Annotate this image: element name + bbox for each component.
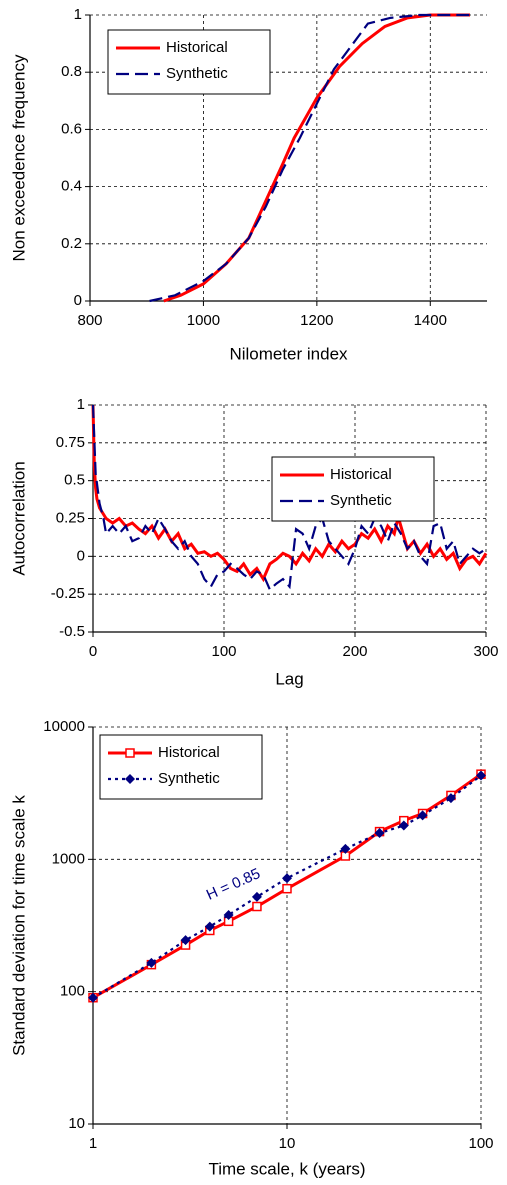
marker — [88, 992, 98, 1003]
x-tick-label: 200 — [342, 643, 367, 660]
marker — [125, 748, 135, 758]
marker — [125, 774, 135, 784]
y-tick-label: -0.5 — [59, 623, 85, 640]
y-axis-label: Non exceedence frequency — [9, 54, 28, 261]
marker — [223, 909, 234, 920]
marker — [204, 921, 215, 932]
y-tick-label: 100 — [60, 983, 85, 1000]
y-tick-label: 1 — [74, 6, 82, 23]
legend-label: Synthetic — [158, 770, 220, 787]
series-line — [149, 13, 470, 303]
x-axis-label: Time scale, k (years) — [208, 1159, 365, 1178]
x-tick-label: 300 — [473, 643, 498, 660]
marker — [476, 770, 486, 781]
x-tick-label: 1400 — [414, 312, 447, 329]
y-tick-label: 0.2 — [61, 235, 82, 252]
y-tick-label: 0 — [77, 547, 85, 564]
x-tick-label: 1000 — [187, 312, 220, 329]
y-tick-label: 0.5 — [64, 472, 85, 489]
y-tick-label: 0.25 — [56, 509, 85, 526]
legend — [99, 734, 263, 800]
x-axis-label: Nilometer index — [229, 344, 348, 363]
series-line — [163, 13, 470, 303]
x-tick-label: 100 — [468, 1135, 493, 1152]
y-tick-label: 10000 — [43, 718, 85, 735]
marker — [252, 901, 262, 912]
y-tick-label: 10 — [68, 1115, 85, 1132]
x-tick-label: 800 — [77, 312, 102, 329]
y-tick-label: 0.4 — [61, 178, 82, 195]
marker — [398, 820, 409, 831]
marker — [146, 957, 157, 968]
marker — [180, 935, 191, 946]
marker — [340, 843, 351, 854]
marker — [282, 883, 292, 894]
x-tick-label: 10 — [279, 1135, 296, 1152]
marker — [374, 828, 385, 839]
legend-label: Synthetic — [330, 492, 392, 509]
x-tick-label: 100 — [211, 643, 236, 660]
y-tick-label: 1000 — [52, 850, 85, 867]
legend — [107, 29, 271, 95]
x-tick-label: 1200 — [300, 312, 333, 329]
legend-label: Synthetic — [166, 65, 228, 82]
y-tick-label: -0.25 — [51, 585, 85, 602]
y-tick-label: 0.6 — [61, 120, 82, 137]
marker — [445, 793, 456, 804]
x-tick-label: 1 — [89, 1135, 97, 1152]
marker — [282, 873, 292, 884]
marker — [417, 810, 428, 821]
y-tick-label: 1 — [77, 396, 85, 413]
marker — [251, 891, 262, 902]
y-axis-label: Standard deviation for time scale k — [9, 795, 28, 1056]
legend-label: Historical — [158, 744, 220, 761]
y-tick-label: 0.75 — [56, 434, 85, 451]
legend-label: Historical — [330, 466, 392, 483]
legend-label: Historical — [166, 39, 228, 56]
y-tick-label: 0 — [74, 292, 82, 309]
x-tick-label: 0 — [89, 643, 97, 660]
legend — [271, 456, 435, 522]
x-axis-label: Lag — [275, 669, 303, 688]
y-tick-label: 0.8 — [61, 63, 82, 80]
series-line — [91, 404, 487, 592]
y-axis-label: Autocorrelation — [9, 461, 28, 575]
